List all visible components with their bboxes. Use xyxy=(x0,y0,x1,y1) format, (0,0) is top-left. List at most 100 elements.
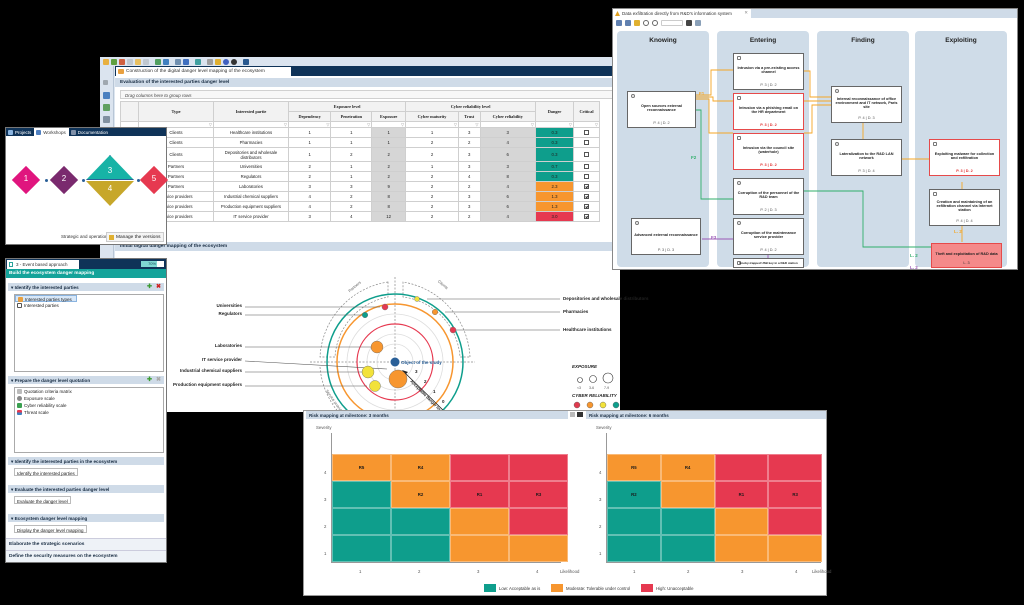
cell-s4-l3[interactable] xyxy=(450,454,509,481)
layout-icon[interactable] xyxy=(616,19,622,26)
col-header-party[interactable]: Interested partie xyxy=(213,101,289,122)
cell-cyber-reliability[interactable]: 4 xyxy=(479,137,536,148)
cell-cyber-maturity[interactable]: 1 xyxy=(405,127,459,138)
tab-documentation[interactable]: Documentation xyxy=(69,128,111,136)
table-row[interactable]: Service providers Industrial chemical sup… xyxy=(120,191,600,202)
cell-party[interactable]: Pharmacies xyxy=(213,137,289,148)
cell-s2-l4[interactable] xyxy=(509,508,568,535)
list-item-exposure-scale[interactable]: Exposure scale xyxy=(15,395,163,402)
cell-danger[interactable]: 0.3 xyxy=(535,127,574,138)
pencil-icon[interactable] xyxy=(634,19,640,26)
section-header-evaluation[interactable]: Evaluation of the interested parties dan… xyxy=(115,78,620,87)
cell-penetration[interactable]: 1 xyxy=(330,137,373,148)
table-row[interactable]: Partners Laboratories 3 3 9 2 2 4 2.3 xyxy=(120,181,600,192)
cell-trust[interactable]: 3 xyxy=(457,201,481,212)
section-identify-parties[interactable]: ▾ Identify the interested parties ✚ ✖ xyxy=(8,283,164,291)
cell-cyber-maturity[interactable]: 2 xyxy=(405,181,459,192)
cell-dependency[interactable]: 4 xyxy=(287,191,332,202)
cell-cyber-reliability[interactable]: 6 xyxy=(479,147,536,162)
list-item-parties-types[interactable]: Interested parties types xyxy=(15,295,77,302)
cell-dependency[interactable]: 2 xyxy=(287,171,332,182)
zoom-select[interactable] xyxy=(661,19,683,26)
col-header-dependency[interactable]: Dependency xyxy=(287,111,332,122)
cell-danger[interactable]: 3.0 xyxy=(535,211,574,222)
node-icon[interactable] xyxy=(625,19,631,26)
delete-icon[interactable]: ✖ xyxy=(155,377,161,383)
cell-s4-l4[interactable] xyxy=(509,454,568,481)
tools-icon[interactable] xyxy=(207,58,213,65)
cell-danger[interactable]: 2.3 xyxy=(535,181,574,192)
cell-s2-l1[interactable] xyxy=(332,508,391,535)
cell-penetration[interactable]: 3 xyxy=(330,181,373,192)
close-icon[interactable]: ✕ xyxy=(744,10,748,15)
zoom-out-icon[interactable] xyxy=(652,19,658,26)
cell-dependency[interactable]: 2 xyxy=(287,161,332,172)
cell-dependency[interactable]: 1 xyxy=(287,147,332,162)
critical-checkbox[interactable] xyxy=(584,139,589,145)
star-icon[interactable] xyxy=(215,58,221,65)
critical-checkbox[interactable] xyxy=(584,183,589,189)
cell-cyber-maturity[interactable]: 2 xyxy=(405,171,459,182)
cell-cyber-reliability[interactable]: 3 xyxy=(479,127,536,138)
cell-dependency[interactable]: 1 xyxy=(287,127,332,138)
list-item-cyber-reliability-scale[interactable]: Cyber reliability scale xyxy=(15,402,163,409)
col-header-penetration[interactable]: Penetration xyxy=(330,111,373,122)
critical-checkbox[interactable] xyxy=(584,173,589,179)
critical-checkbox[interactable] xyxy=(584,151,589,157)
cell-exposure[interactable]: 12 xyxy=(371,211,407,222)
table-row[interactable]: Partners Universities 2 1 2 1 3 3 0.7 xyxy=(120,161,600,172)
cell-s4-l4[interactable] xyxy=(768,454,822,481)
critical-checkbox[interactable] xyxy=(584,129,589,135)
node-exploiting-malware[interactable]: Exploiting malware for collection and ex… xyxy=(929,139,1000,176)
section-prepare-quotation[interactable]: ▾ Prepare the danger level quotation ✚ ✖ xyxy=(8,376,164,384)
section-header-mapping[interactable]: Initial digital danger mapping of the ec… xyxy=(115,242,620,251)
define-security-measures-item[interactable]: Define the security measures on the ecos… xyxy=(6,550,166,562)
cell-trust[interactable]: 2 xyxy=(457,211,481,222)
screen-icon[interactable] xyxy=(686,19,692,26)
cell-s3-l1[interactable]: R2 xyxy=(607,481,661,508)
cell-s1-l4[interactable] xyxy=(768,535,822,562)
section-identify-ecosystem[interactable]: ▾ Identify the interested parties in the… xyxy=(8,457,164,465)
cell-exposure[interactable]: 8 xyxy=(371,201,407,212)
cell-exposure[interactable]: 2 xyxy=(371,161,407,172)
cell-s2-l2[interactable] xyxy=(391,508,450,535)
cell-cyber-maturity[interactable]: 2 xyxy=(405,191,459,202)
cell-danger[interactable]: 0.3 xyxy=(535,171,574,182)
cell-cyber-maturity[interactable]: 2 xyxy=(405,147,459,162)
cell-s4-l3[interactable] xyxy=(714,454,769,481)
node-lateralization[interactable]: Lateralization to the R&D LAN network P.… xyxy=(831,139,902,176)
cell-exposure[interactable]: 9 xyxy=(371,181,407,192)
node-pre-existing-access[interactable]: Intrusion via a pre-existing access chan… xyxy=(733,53,804,90)
cell-danger[interactable]: 0.7 xyxy=(535,161,574,172)
node-corruption-rd[interactable]: Corruption of the personnel of the R&D t… xyxy=(733,178,804,215)
cell-trust[interactable]: 3 xyxy=(457,127,481,138)
cell-cyber-maturity[interactable]: 2 xyxy=(405,201,459,212)
col-header-trust[interactable]: Trust xyxy=(457,111,481,122)
cell-danger[interactable]: 0.3 xyxy=(535,137,574,148)
node-advanced-recon[interactable]: Advanced external reconnaissance P. 3 | … xyxy=(631,218,701,255)
node-phishing[interactable]: Intrusion via a phishing email on the HR… xyxy=(733,93,804,130)
copy-icon[interactable] xyxy=(570,412,575,417)
flag-icon[interactable] xyxy=(243,58,249,65)
report-icon[interactable] xyxy=(175,58,181,65)
document-tab[interactable]: Construction of the digital danger level… xyxy=(116,67,291,76)
table-row[interactable]: Service providers Production equipment su… xyxy=(120,201,600,212)
cell-s4-l2[interactable]: R4 xyxy=(391,454,450,481)
identify-parties-button[interactable]: Identify the interested parties xyxy=(14,468,78,476)
cell-cyber-reliability[interactable]: 4 xyxy=(479,211,536,222)
display-mapping-button[interactable]: Display the danger level mapping xyxy=(14,525,87,533)
cell-party[interactable]: IT service provider xyxy=(213,211,289,222)
cell-s1-l4[interactable] xyxy=(509,535,568,562)
cell-dependency[interactable]: 3 xyxy=(287,181,332,192)
col-header-danger[interactable]: Danger xyxy=(535,101,574,122)
cell-s2-l2[interactable] xyxy=(660,508,715,535)
table-row[interactable]: Partners Regulators 2 1 2 2 4 8 0.3 xyxy=(120,171,600,182)
cell-penetration[interactable]: 2 xyxy=(330,191,373,202)
cell-party[interactable]: Regulators xyxy=(213,171,289,182)
cell-cyber-maturity[interactable]: 2 xyxy=(405,211,459,222)
cell-trust[interactable]: 3 xyxy=(457,161,481,172)
cell-party[interactable]: Industrial chemical suppliers xyxy=(213,191,289,202)
undo-icon[interactable] xyxy=(135,58,141,65)
tab-projects[interactable]: Projects xyxy=(6,128,34,136)
cell-party[interactable]: Healthcare institutions xyxy=(213,127,289,138)
